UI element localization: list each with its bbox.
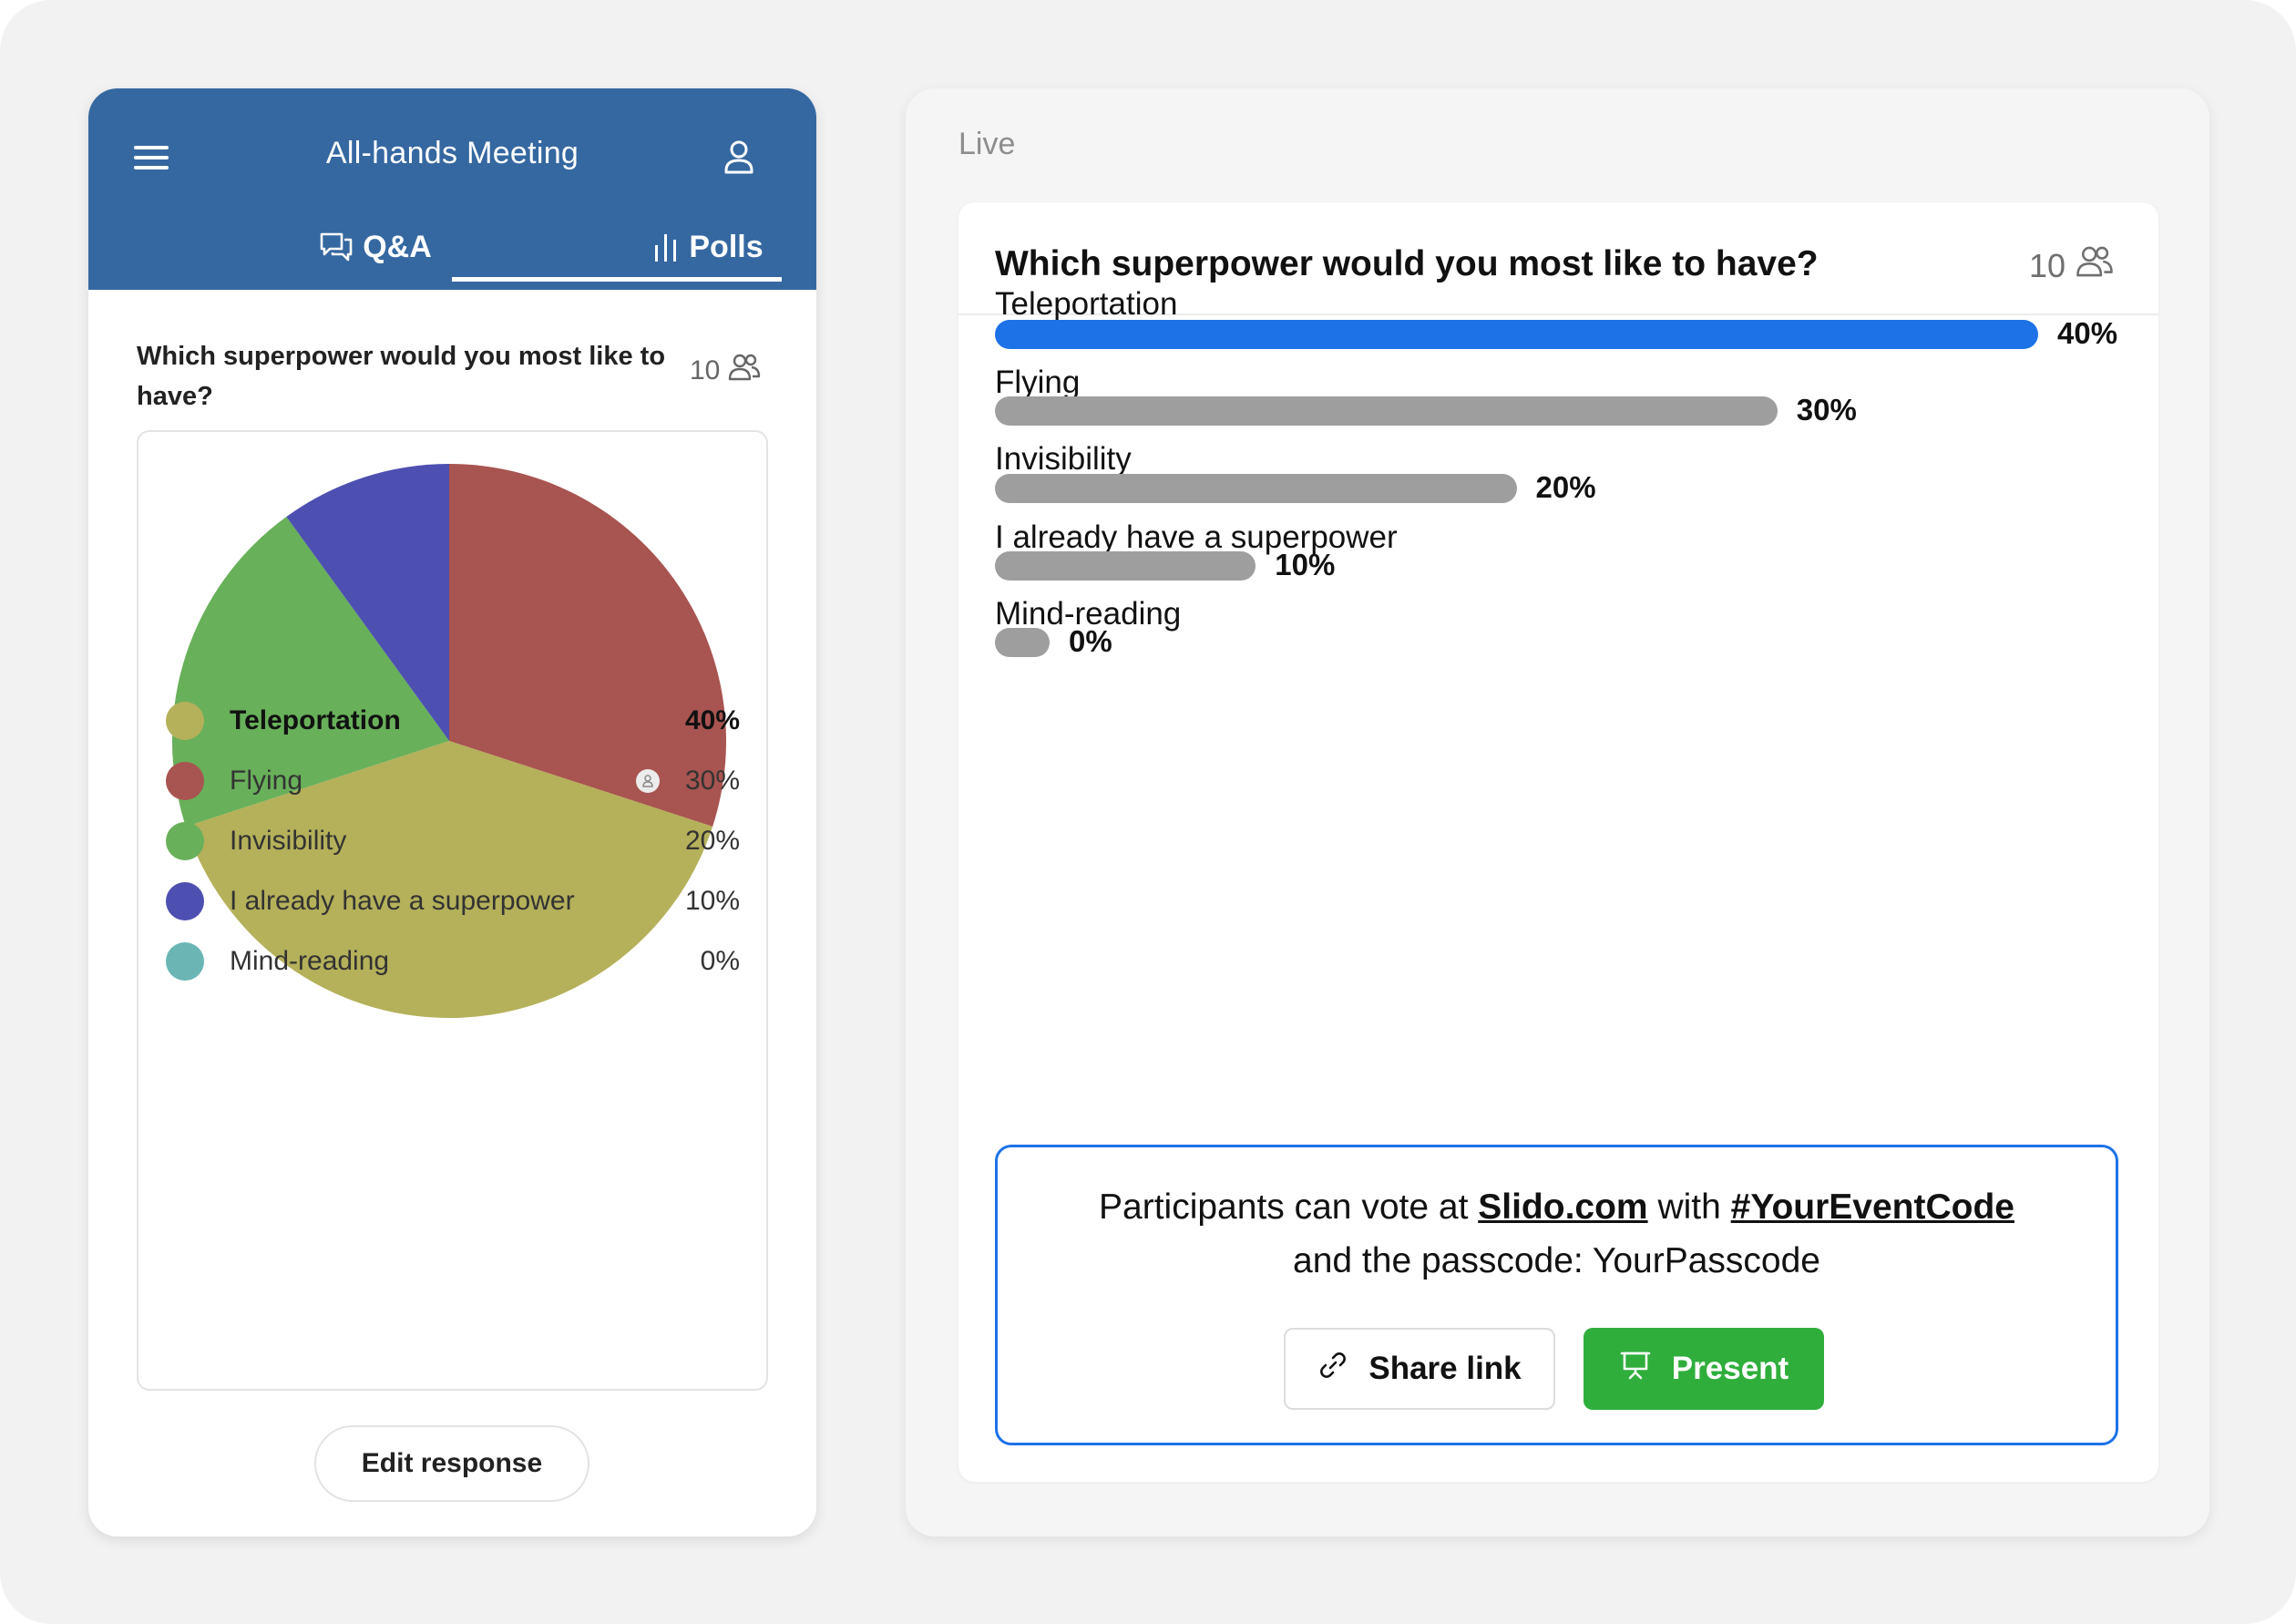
legend-swatch	[166, 882, 204, 920]
result-option-label: Invisibility	[995, 441, 1132, 477]
legend-label: Teleportation	[230, 705, 401, 735]
hamburger-icon[interactable]	[134, 144, 170, 171]
live-poll-question: Which superpower would you most like to …	[995, 244, 1819, 283]
participant-count: 10	[690, 353, 762, 389]
result-percentage: 40%	[2057, 316, 2118, 350]
people-icon	[727, 353, 762, 389]
legend-item: I already have a superpower 10%	[166, 879, 740, 924]
participant-mobile-panel: All-hands Meeting Q&A	[88, 88, 816, 1537]
share-link-label: Share link	[1368, 1351, 1522, 1386]
pie-slice-flying	[449, 464, 726, 827]
slido-link[interactable]: Slido.com	[1478, 1187, 1648, 1227]
result-option-label: I already have a superpower	[995, 519, 1398, 555]
live-participant-count: 10	[2029, 244, 2115, 287]
poll-question: Which superpower would you most like to …	[137, 342, 666, 411]
result-option-label: Mind-reading	[995, 596, 1182, 632]
legend-label: Flying	[230, 766, 303, 796]
vote-middle: with	[1647, 1187, 1731, 1227]
chat-bubbles-icon	[319, 231, 354, 263]
voting-instructions-line-2: and the passcode: YourPasscode	[1293, 1241, 1820, 1280]
active-tab-indicator	[452, 277, 782, 282]
participant-count-value: 10	[690, 355, 721, 385]
legend-swatch	[166, 762, 204, 800]
event-code-link[interactable]: #YourEventCode	[1730, 1187, 2014, 1227]
legend-item: Invisibility 20%	[166, 818, 740, 864]
legend-swatch	[166, 942, 204, 981]
legend-percentage: 40%	[684, 705, 740, 735]
pie-chart	[172, 464, 726, 1018]
pie-slice-teleportation	[185, 741, 713, 1018]
your-vote-icon	[636, 769, 660, 793]
result-bar	[995, 474, 1517, 503]
result-bar	[995, 628, 1050, 657]
live-poll-card: Which superpower would you most like to …	[958, 202, 2158, 1482]
legend-swatch	[166, 702, 204, 740]
poll-results-card: Teleportation 40% Flying 30% Invisibility 20%…	[137, 430, 768, 1391]
legend-percentage: 20%	[684, 826, 740, 856]
tab-polls-label: Polls	[689, 229, 764, 264]
live-results-panel: Live Which superpower would you most lik…	[906, 88, 2209, 1537]
legend-item: Mind-reading 0%	[166, 939, 740, 984]
result-bar	[995, 320, 2038, 349]
pie-slice-invisibility	[172, 517, 449, 827]
legend-label: I already have a superpower	[230, 886, 575, 916]
voting-instructions-box: Participants can vote at Slido.com with …	[995, 1145, 2118, 1445]
card-divider	[958, 313, 2158, 315]
result-bar	[995, 396, 1778, 426]
result-option-label: Flying	[995, 365, 1081, 400]
mobile-header: All-hands Meeting Q&A	[88, 88, 816, 290]
legend-percentage: 10%	[684, 886, 740, 916]
result-option-label: Teleportation	[995, 286, 1178, 322]
tab-qa[interactable]: Q&A	[211, 223, 539, 271]
legend-item: Flying 30%	[166, 758, 740, 804]
result-percentage: 0%	[1069, 624, 1112, 658]
legend-label: Mind-reading	[230, 946, 390, 976]
live-participant-count-value: 10	[2029, 246, 2066, 284]
pie-slice-i-already-have-a-superpower	[286, 464, 449, 741]
legend-label: Invisibility	[230, 826, 347, 856]
live-status-label: Live	[958, 127, 1016, 161]
present-label: Present	[1671, 1351, 1789, 1386]
link-icon	[1317, 1350, 1348, 1389]
result-bar	[995, 551, 1256, 581]
vote-prefix: Participants can vote at	[1099, 1187, 1479, 1227]
legend-percentage: 30%	[684, 766, 740, 796]
result-percentage: 20%	[1535, 470, 1596, 504]
bar-chart-icon	[652, 231, 680, 263]
result-percentage: 10%	[1275, 548, 1336, 581]
legend-swatch	[166, 822, 204, 860]
legend-item: Teleportation 40%	[166, 698, 740, 744]
share-link-button[interactable]: Share link	[1284, 1328, 1555, 1410]
user-icon[interactable]	[722, 139, 756, 176]
voting-instructions-line-1: Participants can vote at Slido.com with …	[998, 1187, 2116, 1228]
present-button[interactable]: Present	[1584, 1328, 1824, 1410]
tab-qa-label: Q&A	[363, 229, 432, 264]
tab-polls[interactable]: Polls	[544, 223, 816, 271]
people-icon	[2075, 244, 2115, 287]
result-percentage: 30%	[1796, 393, 1857, 427]
presentation-icon	[1619, 1349, 1652, 1390]
event-title: All-hands Meeting	[325, 136, 579, 170]
edit-response-button[interactable]: Edit response	[314, 1425, 589, 1502]
legend-percentage: 0%	[700, 946, 740, 976]
